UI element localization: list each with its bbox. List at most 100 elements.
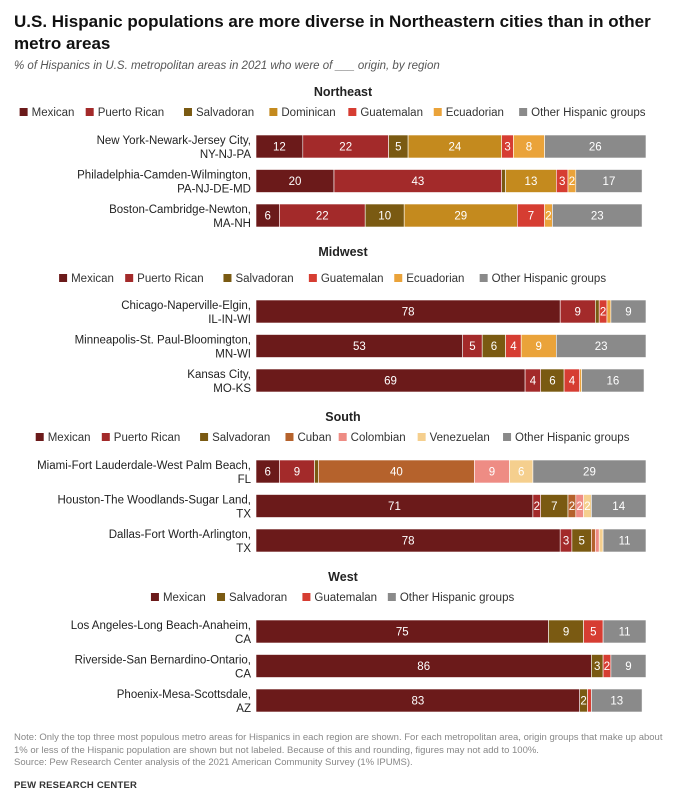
legend-south: Mexican Puerto Rican Salvadoran Cuban Colomb…	[35, 432, 630, 444]
row-label: Houston-The Woodlands-Sugar Land,	[58, 495, 252, 507]
data-label: 13	[525, 176, 538, 188]
stacked-bar-chart: Northeast Mexican Puerto Rican Salvadoran Do…	[19, 85, 647, 715]
data-label: 40	[390, 467, 403, 479]
legend-label: Other Hispanic groups	[531, 107, 646, 119]
bar-segment	[575, 169, 643, 193]
bar-segment	[581, 368, 645, 393]
row-label: CA	[235, 669, 251, 681]
legend-swatch	[503, 433, 512, 441]
row-label: CA	[235, 634, 251, 646]
legend-label: Venezuelan	[430, 432, 490, 444]
bar-segment	[555, 334, 647, 358]
legend-swatch	[433, 108, 442, 116]
legend-swatch	[59, 274, 68, 282]
data-label: 6	[264, 211, 270, 223]
legend-swatch	[348, 108, 357, 116]
legend-label: Other Hispanic groups	[492, 273, 607, 285]
bar-segment	[314, 459, 319, 484]
data-label: 23	[591, 211, 604, 223]
data-label: 11	[619, 627, 631, 639]
data-label: 3	[594, 661, 600, 673]
data-label: 78	[402, 536, 415, 548]
bar-segment	[610, 299, 647, 324]
data-label: 9	[625, 307, 631, 319]
region-heading-northeast: Northeast	[314, 85, 373, 99]
row-label: Boston-Cambridge-Newton,	[109, 204, 251, 216]
region-heading-west: West	[328, 570, 358, 584]
bar-segment	[594, 528, 600, 553]
row-label: New York-Newark-Jersey City,	[97, 135, 251, 147]
row-label: Phoenix-Mesa-Scottsdale,	[117, 689, 251, 701]
row-label: IL-IN-WI	[208, 314, 251, 326]
data-label: 2	[545, 211, 551, 223]
data-label: 14	[612, 501, 625, 513]
data-label: 17	[603, 176, 616, 188]
data-label: 2	[600, 307, 606, 319]
data-label: 2	[569, 501, 575, 513]
legend-swatch	[125, 274, 134, 282]
bar-segment	[552, 203, 643, 228]
data-label: 3	[559, 176, 565, 188]
legend-label: Dominican	[281, 107, 335, 119]
data-label: 9	[563, 627, 569, 639]
data-label: 6	[491, 341, 497, 353]
row-label: Philadelphia-Camden-Wilmington,	[77, 170, 251, 182]
chart-title: U.S. Hispanic populations are more diver…	[14, 12, 651, 53]
legend-label: Guatemalan	[360, 107, 423, 119]
bar-segment	[501, 169, 506, 193]
data-label: 16	[606, 376, 619, 388]
data-label: 2	[576, 501, 582, 513]
data-label: 9	[489, 467, 495, 479]
legend-swatch	[387, 593, 396, 601]
row-label: Riverside-San Bernardino-Ontario,	[75, 655, 251, 667]
legend-label: Cuban	[297, 432, 331, 444]
row-label: MA-NH	[213, 218, 251, 230]
bar-segment	[594, 299, 600, 324]
data-label: 9	[294, 467, 300, 479]
data-label: 10	[378, 211, 391, 223]
data-label: 22	[339, 142, 352, 154]
data-label: 2	[584, 501, 590, 513]
legend-swatch	[183, 108, 192, 116]
legend-swatch	[285, 433, 294, 441]
legend-label: Mexican	[71, 273, 114, 285]
data-label: 9	[575, 307, 581, 319]
row-label: Los Angeles-Long Beach-Anaheim,	[71, 620, 251, 632]
legend-swatch	[308, 274, 317, 282]
legend-label: Puerto Rican	[137, 273, 203, 285]
data-label: 20	[289, 176, 302, 188]
data-label: 12	[273, 142, 286, 154]
legend-swatch	[269, 108, 278, 116]
row-label: Dallas-Fort Worth-Arlington,	[109, 529, 251, 541]
legend-swatch	[150, 593, 159, 601]
data-label: 13	[610, 696, 623, 708]
bar-segment	[591, 494, 647, 518]
data-label: 9	[536, 341, 542, 353]
row-label: Kansas City,	[187, 369, 251, 381]
legend-label: Other Hispanic groups	[400, 592, 515, 604]
legend-swatch	[85, 108, 94, 116]
chart-subtitle: % of Hispanics in U.S. metropolitan area…	[14, 60, 440, 72]
legend-swatch	[223, 274, 232, 282]
region-heading-south: South	[325, 410, 360, 424]
legend-label: Salvadoran	[229, 592, 287, 604]
note-text: Note: Only the top three most populous m…	[14, 732, 663, 756]
data-label: 5	[590, 627, 596, 639]
row-label: Minneapolis-St. Paul-Bloomington,	[75, 335, 251, 347]
bar-segment	[606, 299, 612, 324]
bar-segment	[544, 134, 647, 159]
data-label: 4	[530, 376, 537, 388]
data-label: 2	[604, 661, 610, 673]
data-label: 6	[518, 467, 524, 479]
data-label: 29	[583, 467, 596, 479]
legend-label: Puerto Rican	[98, 107, 164, 119]
legend-label: Mexican	[32, 107, 75, 119]
legend-northeast: Mexican Puerto Rican Salvadoran Dominican Gu…	[19, 107, 646, 119]
data-label: 29	[454, 211, 467, 223]
legend-label: Mexican	[163, 592, 206, 604]
data-label: 7	[528, 211, 534, 223]
data-label: 71	[388, 501, 401, 513]
bar-segment	[591, 528, 596, 553]
legend-label: Guatemalan	[314, 592, 377, 604]
legend-label: Salvadoran	[196, 107, 254, 119]
